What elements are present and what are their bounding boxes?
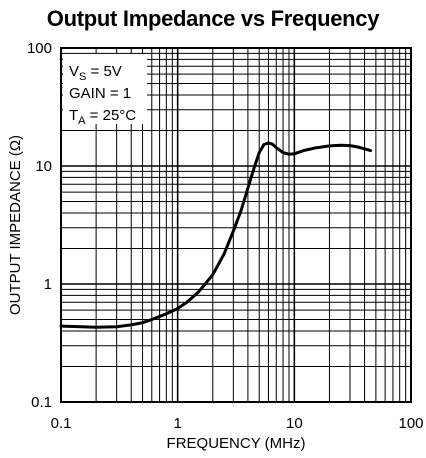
annotation-gain: GAIN = 1 [69,85,131,102]
y-tick-label: 1 [44,276,52,293]
x-tick-label: 1 [173,415,181,432]
y-axis-label: OUTPUT IMPEDANCE (Ω) [7,135,24,315]
x-tick-label: 100 [398,415,423,432]
y-tick-label: 0.1 [31,394,52,411]
x-tick-label: 10 [286,415,303,432]
series-line-0 [59,141,372,329]
annotation-supply: VS = 5V [69,63,122,83]
tick-labels: 0.1 1 10 100 0.1 1 10 100 [27,40,424,432]
x-tick-label: 0.1 [51,415,72,432]
chart-title: Output Impedance vs Frequency [46,6,380,31]
plot-background-label-box [63,54,147,124]
series-group [59,141,372,329]
plot-frame [60,47,412,403]
x-axis-label: FREQUENCY (MHz) [167,435,306,452]
annotation-block: VS = 5V GAIN = 1 TA = 25°C [69,63,136,127]
y-tick-label: 100 [27,40,52,57]
annotation-temperature: TA = 25°C [69,107,136,127]
y-tick-label: 10 [35,158,52,175]
